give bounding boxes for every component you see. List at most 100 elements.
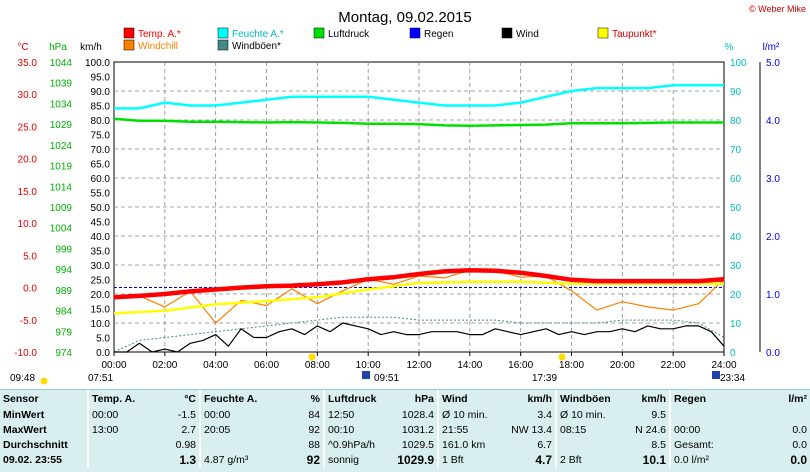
stats-wind-value: NW 13.4	[511, 423, 552, 436]
stats-rain-value: 0.0	[792, 438, 807, 451]
stats-wind-time: 21:55	[437, 422, 498, 437]
stats-row-min: MinWert 00:00 -1.5 00:00 84 12:50 1028.4…	[0, 407, 810, 422]
x-tick-label: 16:00	[508, 360, 533, 371]
stats-temp-time: 00:00	[87, 407, 146, 422]
tick-label-wind: 35.0	[91, 247, 111, 258]
tick-label-rain: 1.0	[766, 290, 780, 301]
series-line-taupunkt	[113, 280, 724, 315]
stats-row-label: MinWert	[3, 408, 45, 421]
x-tick-label: 22:00	[661, 360, 686, 371]
legend-swatch	[313, 27, 325, 39]
legend-label: Temp. A.*	[138, 29, 181, 40]
x-tick-label: 18:00	[559, 360, 584, 371]
axis-unit-lm2: l/m²	[763, 42, 780, 53]
tick-label-humidity: 50	[730, 203, 742, 214]
stats-row-average: Durchschnitt 0.98 88 ^0.9hPa/h 1029.5 16…	[0, 437, 810, 452]
legend-label: Taupunkt*	[612, 29, 657, 40]
stats-wind-value: 3.4	[537, 408, 552, 421]
sun-time-label: 09:51	[374, 373, 399, 384]
stats-press-value: 1028.4	[401, 408, 434, 421]
sun-time-label: 23:34	[720, 373, 745, 384]
sun-time-label: 17:39	[532, 373, 557, 384]
stats-header-hum: Feuchte A.	[199, 390, 268, 407]
stats-header-temp-unit: °C	[184, 392, 196, 405]
stats-hum-value: 84	[308, 408, 320, 421]
tick-label-rain: 2.0	[766, 232, 780, 243]
stats-wind-time: 1 Bft	[437, 452, 498, 467]
stats-row-label: MaxWert	[3, 423, 47, 436]
series-line-temp-a	[113, 267, 725, 300]
tick-label-pressure: 1039	[50, 79, 73, 90]
stats-temp-time	[87, 452, 146, 467]
stats-hum-value: 92	[308, 423, 320, 436]
legend-swatch	[217, 39, 229, 51]
stats-wind-time: Ø 10 min.	[437, 407, 498, 422]
tick-label-humidity: 80	[730, 116, 742, 127]
tick-label-wind: 0.0	[96, 348, 110, 359]
tick-label-wind: 30.0	[91, 261, 111, 272]
tick-label-pressure: 1024	[50, 141, 73, 152]
stats-temp-time	[87, 437, 146, 452]
stats-header-gust-unit: km/h	[641, 392, 666, 405]
tick-label-pressure: 1004	[50, 224, 73, 235]
tick-label-pressure: 1034	[50, 99, 73, 110]
tick-label-humidity: 0	[730, 348, 736, 359]
stats-header-wind-unit: km/h	[527, 392, 552, 405]
tick-label-pressure: 974	[55, 348, 72, 359]
tick-label-temperature: 25.0	[18, 122, 38, 133]
sun-icon	[308, 353, 316, 361]
tick-label-wind: 80.0	[91, 116, 111, 127]
legend-swatch	[597, 27, 609, 39]
series-line-luftdruck	[113, 117, 724, 128]
tick-label-wind: 65.0	[91, 160, 111, 171]
legend-swatch	[217, 27, 229, 39]
axis-unit-hpa: hPa	[49, 42, 67, 53]
stats-press-value: 1029.9	[397, 452, 434, 467]
tick-label-wind: 70.0	[91, 145, 111, 156]
tick-label-humidity: 20	[730, 290, 742, 301]
weather-chart: Montag, 09.02.2015 © Weber Mike Temp. A.…	[10, 4, 806, 385]
sun-icon	[558, 353, 566, 361]
stats-rain-time: Gesamt:	[669, 437, 732, 452]
axes: 35.0 30.0 25.0 20.0 15.0 10.0 5.0 0.0 -5.0 -10.0 1…	[14, 58, 780, 371]
sun-times: 09:48 07:51 09:51 17:39 23:34	[10, 353, 745, 385]
stats-rain-time: 00:00	[669, 422, 732, 437]
stats-press-time: sonnig	[323, 452, 382, 467]
stats-header-rain: Regen	[669, 390, 732, 407]
stats-gust-time	[555, 437, 614, 452]
legend-label: Windchill	[138, 41, 178, 52]
legend-label: Feuchte A.*	[232, 29, 284, 40]
stats-press-time: 00:10	[323, 422, 382, 437]
stats-header-sensor: Sensor	[3, 392, 39, 405]
tick-label-temperature: -10.0	[14, 348, 37, 359]
legend-swatch	[123, 27, 135, 39]
stats-row-max: MaxWert 13:00 2.7 20:05 92 00:10 1031.2 …	[0, 422, 810, 437]
stats-rain-time	[669, 407, 732, 422]
stats-temp-value: 1.3	[179, 452, 196, 467]
stats-hum-value: 88	[308, 438, 320, 451]
tick-label-wind: 60.0	[91, 174, 111, 185]
stats-gust-value: 8.5	[651, 438, 666, 451]
tick-label-humidity: 70	[730, 145, 742, 156]
stats-wind-time: 161.0 km	[437, 437, 498, 452]
tick-label-temperature: 10.0	[18, 219, 38, 230]
stats-header-hum-unit: %	[310, 392, 320, 405]
x-tick-label: 24:00	[711, 360, 736, 371]
moon-icon	[712, 371, 720, 379]
stats-hum-time: 4.87 g/m³	[199, 452, 268, 467]
x-tick-label: 12:00	[406, 360, 431, 371]
tick-label-rain: 5.0	[766, 58, 780, 69]
tick-label-pressure: 1044	[50, 58, 73, 69]
legend: Temp. A.* Feuchte A.* Luftdruck Regen Wind Ta…	[123, 27, 657, 52]
tick-label-pressure: 994	[55, 265, 72, 276]
tick-label-wind: 15.0	[91, 305, 111, 316]
sun-time-label: 07:51	[88, 373, 113, 384]
stats-row-label: Durchschnitt	[3, 438, 68, 451]
chart-title: Montag, 09.02.2015	[338, 9, 471, 26]
stats-gust-time: 2 Bft	[555, 452, 614, 467]
tick-label-wind: 85.0	[91, 102, 111, 113]
stats-temp-value: -1.5	[177, 408, 196, 421]
statistics-panel: Sensor Temp. A. °C Feuchte A. % Luftdruc…	[0, 389, 810, 472]
tick-label-temperature: 5.0	[23, 251, 37, 262]
stats-temp-value: 2.7	[181, 423, 196, 436]
